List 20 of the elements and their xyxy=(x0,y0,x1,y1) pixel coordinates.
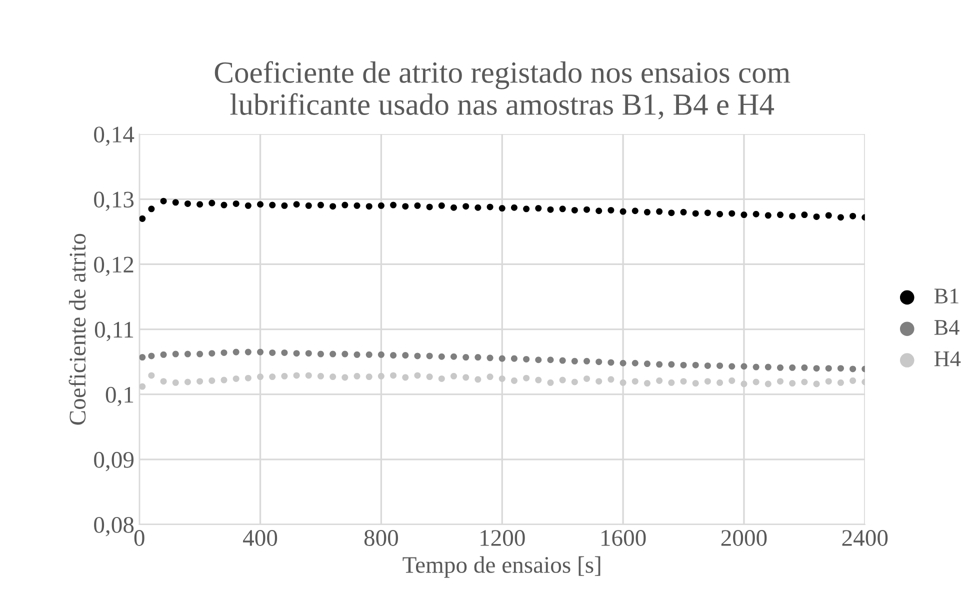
y-tick-label: 0,09 xyxy=(94,452,134,472)
y-tick-label: 0,12 xyxy=(94,256,134,276)
x-tick-label: 800 xyxy=(364,530,398,546)
x-tick-label: 2400 xyxy=(842,530,888,546)
legend-label: H4 xyxy=(934,351,961,366)
y-tick-label: 0,13 xyxy=(94,192,134,211)
x-tick-label: 1600 xyxy=(602,530,646,546)
y-tick-label: 0,11 xyxy=(94,322,134,342)
y-tick-label: 0,14 xyxy=(94,126,134,146)
legend-label: B4 xyxy=(934,320,960,335)
x-tick-label: 0 xyxy=(134,530,144,546)
x-tick-label: 400 xyxy=(243,530,278,546)
y-tick-label: 0,1 xyxy=(106,386,134,406)
x-axis-title: Tempo de ensaios [s] xyxy=(402,556,600,578)
legend-label: B1 xyxy=(934,288,958,304)
y-axis-title: Coeficiente de atrito xyxy=(68,234,86,425)
chart-title: Coeficiente de atrito registado nos ensaios com lubrificante usado nas amostras B1, B4 e H4 xyxy=(214,61,790,120)
y-tick-label: 0,08 xyxy=(94,516,134,536)
x-tick-label: 1200 xyxy=(480,530,525,546)
x-tick-label: 2000 xyxy=(721,530,767,546)
